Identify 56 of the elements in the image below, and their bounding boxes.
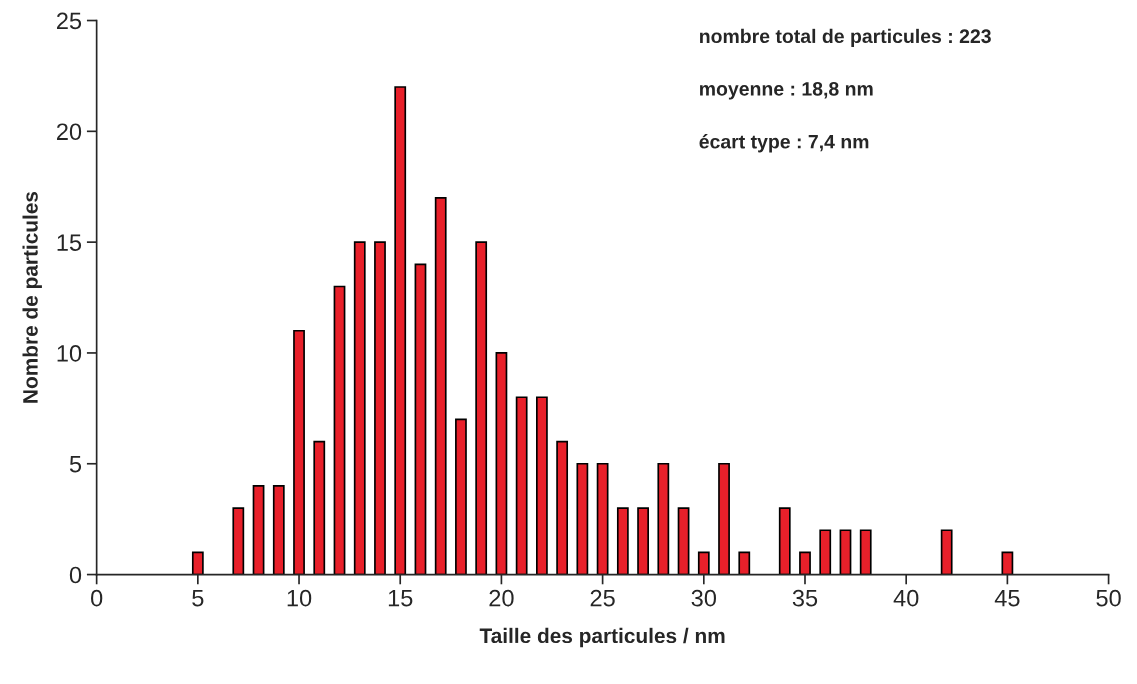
bar bbox=[778, 507, 791, 575]
y-tick-label: 0 bbox=[69, 566, 82, 584]
bar bbox=[515, 396, 528, 575]
x-tick-label: 45 bbox=[994, 590, 1020, 607]
x-tick-label: 10 bbox=[287, 589, 312, 607]
bar bbox=[374, 241, 386, 575]
bar bbox=[677, 507, 690, 575]
y-tick-label: 10 bbox=[57, 345, 82, 362]
bar bbox=[819, 529, 832, 575]
bar bbox=[697, 551, 710, 575]
bar bbox=[738, 551, 751, 575]
bar bbox=[353, 241, 366, 575]
bar bbox=[191, 551, 204, 575]
bar bbox=[859, 529, 872, 575]
annotation: nombre total de particules : 223 bbox=[700, 28, 991, 47]
bar bbox=[839, 529, 852, 575]
x-tick-label: 30 bbox=[691, 589, 717, 607]
bar bbox=[272, 485, 285, 575]
bar bbox=[799, 551, 811, 575]
x-tick-label: 35 bbox=[792, 589, 818, 607]
annotation: moyenne : 18,8 nm bbox=[700, 81, 873, 100]
x-tick-label: 20 bbox=[489, 589, 514, 607]
y-tick-label: 25 bbox=[56, 12, 82, 30]
bar bbox=[495, 352, 508, 575]
y-axis-title: Nombre de particules bbox=[22, 191, 42, 403]
x-tick-label: 5 bbox=[192, 590, 204, 607]
bar bbox=[616, 507, 629, 575]
bar bbox=[535, 396, 548, 575]
annotation: écart type : 7,4 nm bbox=[699, 134, 869, 153]
x-tick-label: 15 bbox=[388, 590, 413, 607]
bar bbox=[313, 440, 326, 575]
bar bbox=[718, 462, 730, 575]
bar bbox=[333, 285, 346, 575]
x-tick-label: 25 bbox=[590, 589, 615, 607]
bar bbox=[637, 507, 649, 575]
y-tick-label: 5 bbox=[69, 456, 82, 473]
x-tick-label: 40 bbox=[893, 589, 919, 607]
bar bbox=[596, 462, 609, 575]
bar bbox=[252, 485, 265, 575]
bar bbox=[1001, 551, 1014, 575]
x-axis-title: Taille des particules / nm bbox=[479, 627, 725, 648]
x-tick-label: 50 bbox=[1096, 589, 1121, 607]
x-tick-label: 0 bbox=[91, 589, 103, 607]
bar bbox=[455, 418, 467, 575]
bar bbox=[556, 440, 569, 575]
bar bbox=[434, 196, 447, 575]
bar bbox=[576, 462, 589, 575]
bar bbox=[394, 86, 407, 575]
bar bbox=[232, 507, 245, 575]
bar bbox=[414, 263, 427, 575]
bar bbox=[940, 529, 953, 575]
y-tick-label: 20 bbox=[56, 123, 82, 141]
y-tick-label: 15 bbox=[57, 234, 82, 251]
bar bbox=[475, 241, 488, 575]
bar bbox=[293, 329, 305, 575]
bar bbox=[657, 462, 670, 575]
